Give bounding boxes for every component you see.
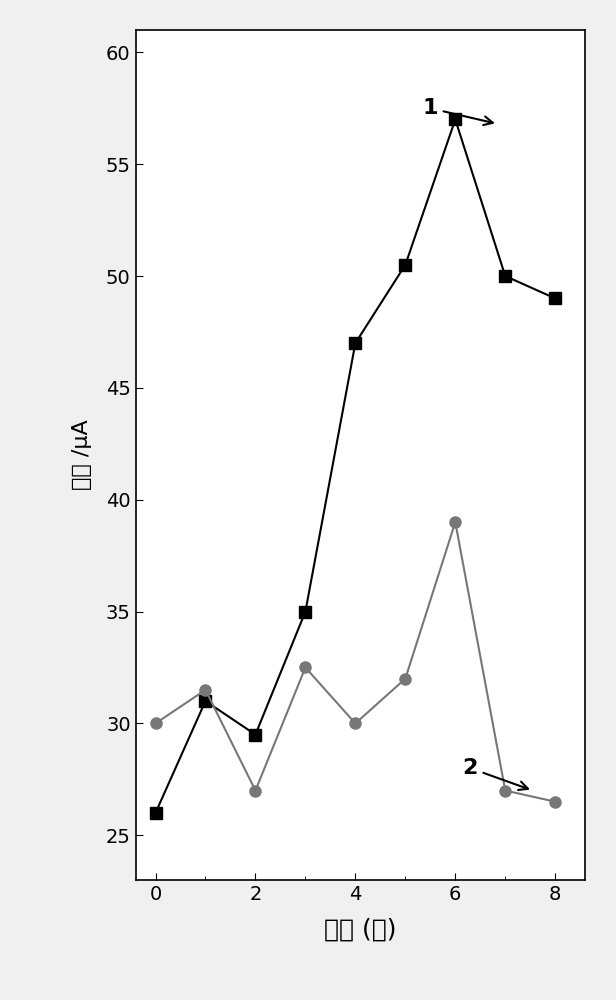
X-axis label: 时间 (天): 时间 (天) xyxy=(324,918,397,942)
Text: 2: 2 xyxy=(463,758,528,790)
Text: 1: 1 xyxy=(423,98,493,125)
Y-axis label: 电流 /μA: 电流 /μA xyxy=(72,420,92,490)
